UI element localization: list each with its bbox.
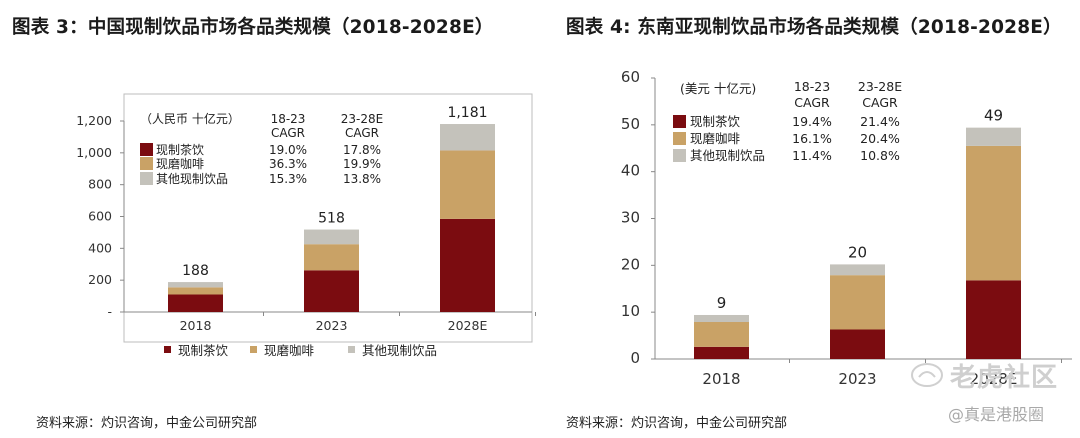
y-tick-label: 400 bbox=[88, 240, 112, 255]
cagr-header: CAGR bbox=[345, 126, 379, 140]
legend-name: 其他现制饮品 bbox=[156, 172, 228, 186]
legend-name: 现磨咖啡 bbox=[156, 156, 204, 171]
bar-total-label: 49 bbox=[984, 107, 1003, 125]
x-tick-label: 2018 bbox=[180, 318, 212, 333]
china-market-chart: - 200 400 600 800 1,000 1,200 188 2018 518 2023 1,1… bbox=[76, 93, 536, 358]
bar-coffee bbox=[440, 150, 495, 219]
legend-cagr-23-28: 17.8% bbox=[343, 143, 381, 157]
legend-name: 现制茶饮 bbox=[690, 114, 741, 129]
legend-swatch-coffee bbox=[673, 132, 686, 145]
y-tick-label: 20 bbox=[621, 255, 640, 273]
y-tick-label: 40 bbox=[621, 162, 640, 180]
left-source-note: 资料来源：灼识咨询，中金公司研究部 bbox=[36, 416, 258, 431]
legend-cagr-18-23: 19.4% bbox=[792, 114, 832, 129]
y-tick-label: 10 bbox=[621, 302, 640, 320]
legend-name: 现制茶饮 bbox=[156, 142, 204, 157]
legend-cagr-23-28: 21.4% bbox=[860, 114, 900, 129]
left-chart-title: 图表 3：中国现制饮品市场各品类规模（2018-2028E） bbox=[12, 17, 494, 38]
legend-cagr-23-28: 20.4% bbox=[860, 131, 900, 146]
bottom-legend-label: 现制茶饮 bbox=[178, 343, 229, 358]
x-tick-label: 2023 bbox=[838, 370, 876, 388]
y-tick-label: 0 bbox=[630, 349, 640, 367]
legend-swatch-other bbox=[140, 172, 153, 185]
legend-cagr-18-23: 36.3% bbox=[269, 157, 307, 171]
x-tick-label: 2028E bbox=[970, 370, 1018, 388]
y-tick-label: 200 bbox=[88, 272, 112, 287]
legend-swatch-coffee bbox=[140, 157, 153, 170]
cagr-header: 18-23 bbox=[794, 79, 830, 94]
legend-swatch-tea bbox=[673, 115, 686, 128]
y-tick-label: 50 bbox=[621, 115, 640, 133]
cagr-header: CAGR bbox=[862, 95, 898, 110]
unit-label: (美元 十亿元) bbox=[680, 81, 756, 96]
legend-cagr-23-28: 13.8% bbox=[343, 172, 381, 186]
x-tick-label: 2018 bbox=[702, 370, 740, 388]
bar-total-label: 9 bbox=[717, 294, 727, 312]
bar-total-label: 518 bbox=[318, 211, 345, 227]
bar-coffee bbox=[694, 322, 749, 347]
y-tick-label: 600 bbox=[88, 209, 112, 224]
watermark-handle: @真是港股圈 bbox=[948, 405, 1045, 424]
watermark-logo-icon bbox=[911, 363, 943, 387]
bar-coffee bbox=[168, 287, 223, 295]
bar-tea bbox=[440, 218, 495, 312]
bottom-legend-swatch-tea bbox=[164, 346, 171, 353]
legend-cagr-18-23: 19.0% bbox=[269, 143, 307, 157]
y-tick-label: 800 bbox=[88, 177, 112, 192]
bar-total-label: 1,181 bbox=[447, 105, 487, 121]
cagr-header: 23-28E bbox=[341, 112, 383, 126]
bar-other bbox=[440, 124, 495, 151]
legend-name: 其他现制饮品 bbox=[690, 148, 765, 163]
y-tick-label: 1,200 bbox=[76, 113, 112, 128]
bar-other bbox=[304, 229, 359, 245]
bottom-legend-label: 其他现制饮品 bbox=[362, 343, 437, 358]
y-tick-label: 1,000 bbox=[76, 145, 112, 160]
y-tick-label: - bbox=[107, 304, 112, 319]
bar-tea bbox=[966, 280, 1021, 359]
bar-tea bbox=[694, 346, 749, 359]
bar-total-label: 188 bbox=[182, 263, 209, 279]
legend-swatch-tea bbox=[140, 143, 153, 156]
bar-coffee bbox=[966, 145, 1021, 281]
chart-group: - 200 400 600 800 1,000 1,200 188 2018 518 2023 1,1… bbox=[76, 93, 536, 358]
y-tick-label: 60 bbox=[621, 68, 640, 86]
cagr-header: CAGR bbox=[271, 126, 305, 140]
chart-group: 0 10 20 30 40 50 60 9 2018 20 2023 49 2028E (美元 十亿元) 1… bbox=[621, 68, 1072, 388]
legend-name: 现磨咖啡 bbox=[690, 131, 741, 146]
bar-coffee bbox=[830, 275, 885, 330]
bottom-legend-label: 现磨咖啡 bbox=[264, 343, 315, 358]
x-tick-label: 2028E bbox=[448, 318, 488, 333]
bar-other bbox=[168, 282, 223, 288]
bar-tea bbox=[304, 270, 359, 312]
legend-cagr-18-23: 15.3% bbox=[269, 172, 307, 186]
bar-other bbox=[830, 264, 885, 276]
x-tick-label: 2023 bbox=[316, 318, 348, 333]
right-source-note: 资料来源：灼识咨询，中金公司研究部 bbox=[566, 416, 788, 431]
unit-label: （人民币 十亿元） bbox=[140, 111, 240, 126]
legend-cagr-18-23: 11.4% bbox=[792, 148, 832, 163]
legend-cagr-18-23: 16.1% bbox=[792, 131, 832, 146]
bottom-legend-swatch-coffee bbox=[250, 346, 257, 353]
cagr-header: 23-28E bbox=[858, 79, 902, 94]
watermark-community: 老虎社区 bbox=[950, 363, 1059, 393]
legend-cagr-23-28: 10.8% bbox=[860, 148, 900, 163]
legend-swatch-other bbox=[673, 149, 686, 162]
bar-tea bbox=[168, 294, 223, 312]
sea-market-chart: 0 10 20 30 40 50 60 9 2018 20 2023 49 2028E (美元 十亿元) 1… bbox=[621, 68, 1072, 388]
y-tick-label: 30 bbox=[621, 209, 640, 227]
bar-tea bbox=[830, 329, 885, 359]
bar-coffee bbox=[304, 244, 359, 271]
right-chart-title: 图表 4: 东南亚现制饮品市场各品类规模（2018-2028E） bbox=[566, 17, 1062, 38]
cagr-header: 18-23 bbox=[271, 112, 306, 126]
bar-other bbox=[694, 314, 749, 323]
cagr-header: CAGR bbox=[794, 95, 830, 110]
bottom-legend-swatch-other bbox=[348, 346, 355, 353]
bar-total-label: 20 bbox=[848, 243, 867, 261]
legend-cagr-23-28: 19.9% bbox=[343, 157, 381, 171]
bar-other bbox=[966, 127, 1021, 146]
